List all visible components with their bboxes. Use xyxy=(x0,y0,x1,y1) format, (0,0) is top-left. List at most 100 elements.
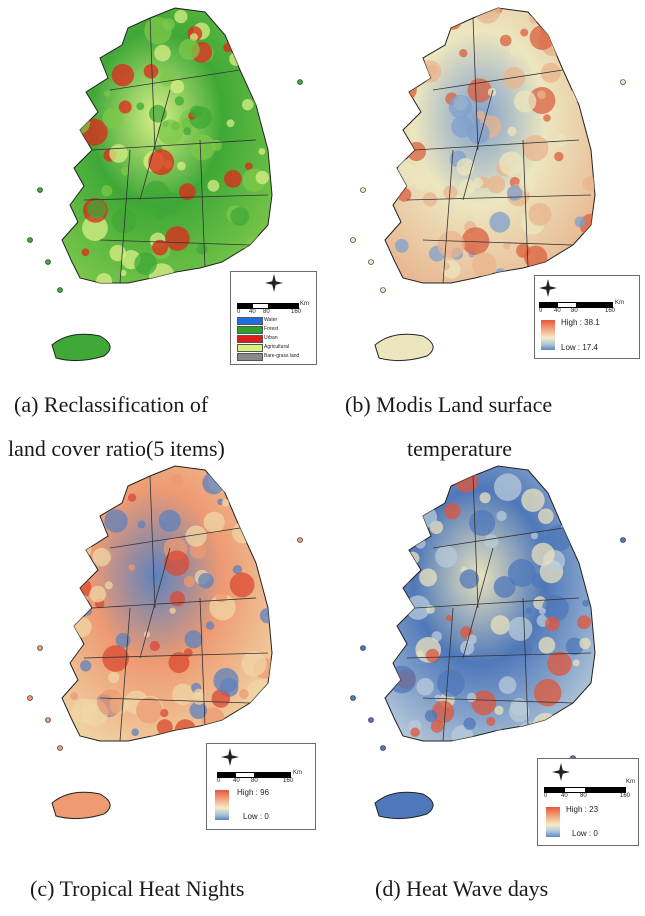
thematic-patch xyxy=(430,720,444,733)
thematic-patch xyxy=(226,119,235,128)
thematic-patch xyxy=(386,119,403,136)
thematic-patch xyxy=(256,544,272,564)
district-boundary xyxy=(432,69,564,91)
thematic-patch xyxy=(459,179,475,195)
caption-line-1: (c) Tropical Heat Nights xyxy=(30,876,245,901)
thematic-patch xyxy=(149,640,160,652)
thematic-patch xyxy=(144,17,172,45)
thematic-patch xyxy=(156,719,173,736)
scale-tick: 40 xyxy=(554,308,561,314)
thematic-patch xyxy=(143,631,150,638)
legend-swatch-agricultural xyxy=(237,344,263,352)
thematic-patch xyxy=(69,112,90,134)
legend-label-agricultural: Agricultural xyxy=(264,344,290,350)
map-tropical-heat-nights xyxy=(27,465,303,820)
thematic-patch xyxy=(97,689,125,716)
thematic-patch xyxy=(385,514,409,542)
thematic-patch xyxy=(87,199,107,219)
thematic-patch xyxy=(255,709,272,732)
district-boundary xyxy=(83,652,269,659)
scale-tick: 160 xyxy=(620,793,631,799)
thematic-patch xyxy=(521,488,545,512)
thematic-patch xyxy=(507,559,536,587)
legend-low: Low : 0 xyxy=(243,812,269,821)
thematic-patch xyxy=(528,87,556,114)
thematic-patch xyxy=(189,105,203,119)
thematic-patch xyxy=(538,636,556,654)
thematic-patch xyxy=(469,509,496,536)
thematic-patch xyxy=(577,250,595,279)
small-island xyxy=(37,645,43,651)
scale-bar xyxy=(217,772,291,778)
map-heat-wave-days xyxy=(350,465,626,820)
thematic-patch xyxy=(555,8,574,20)
thematic-patch xyxy=(91,10,119,38)
thematic-patch xyxy=(586,500,595,511)
legend-heat-wave-days: 0 40 80 160 Km High : 23 Low : 0 xyxy=(537,758,639,846)
color-ramp xyxy=(541,320,555,350)
thematic-patch xyxy=(149,104,167,123)
thematic-patch xyxy=(224,170,242,188)
thematic-patch xyxy=(158,509,181,532)
small-island xyxy=(27,237,33,243)
district-boundary xyxy=(199,139,206,269)
thematic-patch xyxy=(202,472,225,495)
district-boundary xyxy=(91,139,257,151)
thematic-patch xyxy=(493,576,516,598)
thematic-patch xyxy=(443,185,458,200)
thematic-patch xyxy=(530,532,539,540)
north-arrow-icon xyxy=(265,274,283,292)
thematic-patch xyxy=(456,158,475,176)
thematic-patch xyxy=(132,13,140,22)
thematic-patch xyxy=(532,712,559,740)
thematic-patch xyxy=(529,25,555,50)
thematic-patch xyxy=(127,493,137,502)
legend-high: High : 96 xyxy=(237,788,270,797)
district-boundary xyxy=(139,89,171,201)
small-island xyxy=(57,745,63,751)
thematic-patch xyxy=(547,723,570,741)
thematic-patch xyxy=(510,698,529,717)
scale-tick: 0 xyxy=(237,309,241,315)
thematic-patch xyxy=(229,52,243,66)
thematic-patch xyxy=(142,180,171,208)
thematic-patch xyxy=(160,709,169,718)
small-island xyxy=(350,695,356,701)
district-boundary xyxy=(432,527,564,549)
thematic-patch xyxy=(96,273,112,283)
small-island xyxy=(57,287,63,293)
thematic-patch xyxy=(461,227,490,256)
thematic-patch xyxy=(134,252,157,275)
thematic-patch xyxy=(479,492,491,504)
scale-unit: Km xyxy=(293,770,302,776)
scale-tick: 160 xyxy=(605,308,616,314)
thematic-patch xyxy=(496,510,507,521)
thematic-patch xyxy=(424,709,438,723)
thematic-patch xyxy=(494,268,507,281)
thematic-patch xyxy=(425,9,440,24)
thematic-patch xyxy=(159,71,175,87)
panel-land-surface-temperature: Km 0 40 80 160 High : 38.1 Low : 17.4 (b… xyxy=(323,0,645,461)
thematic-patch xyxy=(117,467,131,480)
thematic-patch xyxy=(68,537,92,561)
small-island xyxy=(37,187,43,193)
thematic-patch xyxy=(148,149,175,176)
legend-swatch-water xyxy=(237,317,263,325)
thematic-patch xyxy=(104,581,113,590)
thematic-patch xyxy=(92,547,111,567)
thematic-patch xyxy=(519,175,536,193)
legend-swatch-urban xyxy=(237,335,263,343)
thematic-patch xyxy=(81,248,90,257)
thematic-patch xyxy=(413,20,426,33)
thematic-patch xyxy=(72,103,89,120)
thematic-patch xyxy=(437,231,465,259)
map-land-cover xyxy=(27,7,303,362)
jeju-island xyxy=(374,333,434,362)
thematic-patch xyxy=(520,28,529,37)
thematic-patch xyxy=(565,637,584,656)
thematic-patch xyxy=(198,572,214,589)
district-boundary xyxy=(462,547,494,659)
thematic-patch xyxy=(471,9,479,16)
thematic-patch xyxy=(435,545,458,568)
district-boundary xyxy=(109,69,241,91)
